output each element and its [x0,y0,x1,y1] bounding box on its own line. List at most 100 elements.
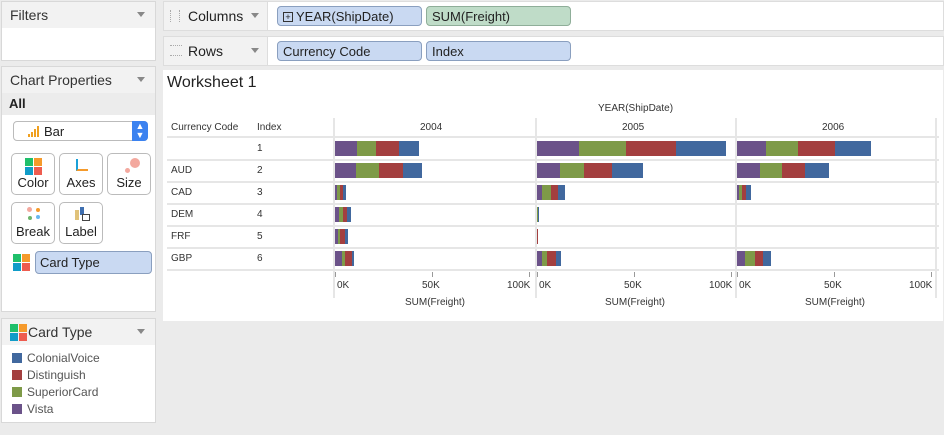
rows-grip-icon [170,45,182,56]
mark-type-select[interactable]: Bar ▲ ▼ [13,121,148,141]
bar-superiorcard-2004 [336,185,340,200]
chart-properties-header: Chart Properties [2,67,155,93]
swatch [12,370,22,380]
label-button[interactable]: Label [59,202,103,244]
size-button[interactable]: Size [107,153,151,195]
x-tick-mark [634,272,635,277]
bar-distinguish-2004 [345,251,353,266]
color-button[interactable]: Color [11,153,55,195]
bar-vista-2004 [335,229,339,244]
row-index: 1 [257,143,263,154]
size-icon [130,158,140,168]
expand-plus-icon[interactable]: + [283,12,293,22]
axes-label: Axes [66,175,96,190]
bar-vista-2006 [737,163,760,178]
bar-distinguish-2005 [537,229,539,244]
chart-properties-menu-icon[interactable] [137,77,145,82]
row-index: 5 [257,231,263,242]
rows-menu-icon[interactable] [251,48,259,53]
size-label: Size [116,175,142,190]
rows-label: Rows [164,37,268,65]
legend-header: Card Type [2,319,155,345]
columns-grip-icon [170,10,180,22]
row-divider [167,203,939,205]
year-header-2004: 2004 [420,122,443,133]
axes-icon [76,159,88,171]
row-currency-code: GBP [171,253,193,264]
axes-button[interactable]: Axes [59,153,103,195]
legend-menu-icon[interactable] [137,329,145,334]
worksheet-title: Worksheet 1 [167,74,257,91]
row-divider [167,181,939,183]
legend-item-vista[interactable]: Vista [12,402,53,416]
swatch [12,387,22,397]
legend-label: Distinguish [27,368,86,382]
break-button[interactable]: Break [11,202,55,244]
legend-title: Card Type [28,324,93,340]
sum-freight-pill[interactable]: SUM(Freight) [426,6,571,26]
xlabel-2006: SUM(Freight) [805,297,866,308]
swatch [12,404,22,414]
row-header-currency-code: Currency Code [171,122,239,133]
x-tick-label: 100K [507,280,531,291]
bar-distinguish-2004 [376,141,399,156]
bar-superiorcard-2006 [765,141,798,156]
x-tick-label: 0K [337,280,350,291]
bar-distinguish-2004 [339,185,343,200]
x-tick-mark [731,272,732,277]
color-label: Color [17,175,49,190]
mark-type-value: Bar [44,124,65,139]
x-tick-mark [834,272,835,277]
bar-vista-2005 [537,185,543,200]
bar-colonialvoice-2004 [352,251,355,266]
currency-code-pill[interactable]: Currency Code [277,41,422,61]
pane-divider [333,118,335,298]
year-shipdate-pill[interactable]: + YEAR(ShipDate) [277,6,422,26]
bar-chart-icon [28,126,39,137]
chart-properties-panel: Chart Properties All Bar ▲ ▼ Color Axes S… [1,66,156,312]
bar-superiorcard-2006 [759,163,782,178]
bar-distinguish-2006 [797,141,835,156]
bar-superiorcard-2005 [542,185,551,200]
legend-label: SuperiorCard [27,385,99,399]
row-index: 6 [257,253,263,264]
pane-divider [535,118,537,298]
year-header-2006: 2006 [822,122,845,133]
row-divider [167,159,939,161]
color-icon [25,158,42,175]
bar-colonialvoice-2004 [342,185,346,200]
legend-item-distinguish[interactable]: Distinguish [12,368,86,382]
card-type-color-pill[interactable]: Card Type [35,251,152,274]
bar-superiorcard-2004 [357,141,377,156]
bar-superiorcard-2004 [339,207,343,222]
worksheet-view[interactable]: Worksheet 1 YEAR(ShipDate) Currency Code… [163,70,943,321]
swatch [12,353,22,363]
bar-superiorcard-2005 [579,141,627,156]
columns-label: Columns [164,2,268,30]
header-divider [167,136,939,138]
bar-vista-2006 [737,141,766,156]
columns-shelf[interactable]: Columns + YEAR(ShipDate) SUM(Freight) [163,1,944,31]
bar-vista-2004 [335,163,357,178]
chart-properties-title: Chart Properties [10,72,112,88]
bar-distinguish-2005 [583,163,612,178]
pane-divider [935,118,937,298]
bar-superiorcard-2004 [356,163,379,178]
bar-vista-2004 [335,251,343,266]
break-label: Break [16,224,50,239]
legend-item-superiorcard[interactable]: SuperiorCard [12,385,98,399]
x-tick-mark [529,272,530,277]
filters-panel[interactable]: Filters [1,1,156,61]
x-tick-mark [432,272,433,277]
xlabel-2004: SUM(Freight) [405,297,466,308]
scope-all[interactable]: All [2,93,155,115]
bar-colonialvoice-2006 [762,251,771,266]
legend-item-colonialvoice[interactable]: ColonialVoice [12,351,100,365]
rows-shelf[interactable]: Rows Currency Code Index [163,36,944,66]
bar-distinguish-2005 [626,141,676,156]
filters-menu-icon[interactable] [137,12,145,17]
columns-menu-icon[interactable] [251,13,259,18]
index-pill[interactable]: Index [426,41,571,61]
x-tick-label: 100K [909,280,933,291]
bar-distinguish-2006 [742,185,746,200]
